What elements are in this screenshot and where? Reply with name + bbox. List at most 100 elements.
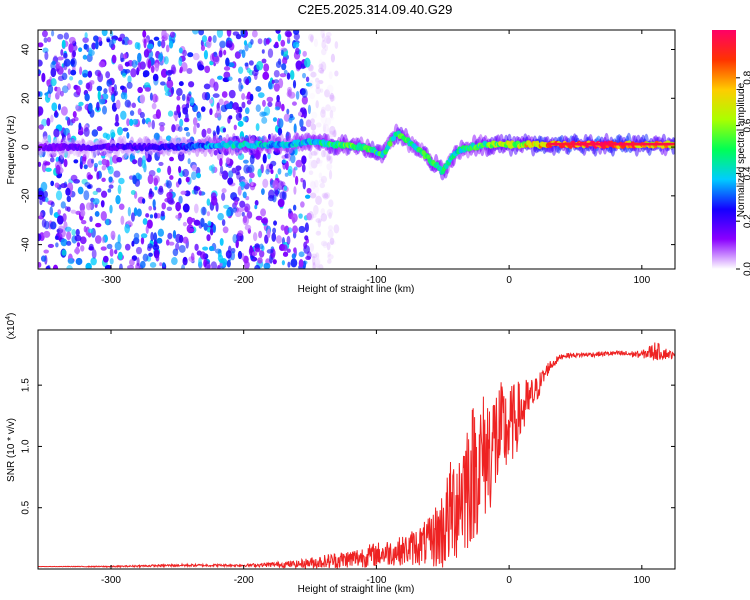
noise-blob xyxy=(113,84,118,93)
noise-blob xyxy=(132,175,137,185)
noise-blob xyxy=(219,165,224,175)
noise-blob xyxy=(293,186,297,195)
noise-blob xyxy=(324,192,331,199)
noise-blob xyxy=(169,156,174,162)
noise-blob xyxy=(186,216,193,225)
colorbar-tick-label: 0.6 xyxy=(743,118,750,132)
noise-blob xyxy=(321,192,329,199)
noise-blob xyxy=(295,47,300,55)
noise-blob xyxy=(329,116,335,121)
noise-blob xyxy=(256,60,264,71)
noise-blob xyxy=(78,79,83,86)
noise-blob xyxy=(107,188,112,193)
noise-blob xyxy=(215,108,222,118)
noise-blob xyxy=(148,193,153,200)
noise-blob xyxy=(61,249,67,256)
noise-blob xyxy=(281,190,287,201)
noise-blob xyxy=(166,79,174,89)
noise-blob xyxy=(201,128,207,138)
noise-blob xyxy=(82,73,88,78)
noise-blob xyxy=(44,51,49,61)
noise-blob xyxy=(187,52,194,58)
noise-blob xyxy=(50,180,55,187)
noise-blob xyxy=(127,206,131,217)
noise-blob xyxy=(136,208,142,217)
noise-blob xyxy=(242,215,248,224)
noise-blob xyxy=(66,206,71,212)
noise-blob xyxy=(95,222,102,228)
noise-blob xyxy=(51,30,55,37)
noise-blob xyxy=(292,225,298,234)
noise-blob xyxy=(133,207,138,217)
noise-blob xyxy=(72,111,77,118)
noise-blob xyxy=(118,65,124,72)
noise-blob xyxy=(153,212,158,219)
noise-blob xyxy=(262,153,267,164)
noise-blob xyxy=(261,116,268,124)
noise-blob xyxy=(54,235,59,240)
noise-blob xyxy=(78,47,83,52)
noise-blob xyxy=(282,251,289,257)
noise-blob xyxy=(313,38,318,48)
noise-blob xyxy=(154,186,158,191)
noise-blob xyxy=(285,160,289,171)
noise-blob xyxy=(44,161,51,166)
noise-blob xyxy=(69,76,74,81)
noise-blob xyxy=(330,94,336,102)
noise-blob xyxy=(177,126,183,132)
x-tick-label: -200 xyxy=(234,275,254,286)
noise-blob xyxy=(244,224,252,231)
noise-blob xyxy=(314,257,321,267)
noise-blob xyxy=(304,194,311,199)
noise-blob xyxy=(63,158,68,168)
noise-blob xyxy=(178,165,182,174)
noise-blob xyxy=(85,262,92,269)
noise-blob xyxy=(286,36,291,44)
noise-blob xyxy=(249,172,255,179)
noise-blob xyxy=(127,75,132,84)
noise-blob xyxy=(83,225,87,233)
noise-blob xyxy=(50,78,57,87)
spectrogram-body xyxy=(38,30,675,269)
noise-blob xyxy=(83,43,88,50)
y-tick-label: -20 xyxy=(21,188,32,203)
noise-blob xyxy=(292,204,297,211)
noise-blob xyxy=(141,198,146,204)
noise-blob xyxy=(88,243,94,251)
noise-blob xyxy=(251,251,258,257)
noise-blob xyxy=(328,130,334,138)
noise-blob xyxy=(254,204,258,210)
noise-blob xyxy=(319,182,326,189)
noise-blob xyxy=(323,122,327,128)
colorbar-tick-label: 0.8 xyxy=(743,70,750,84)
noise-blob xyxy=(162,262,166,268)
noise-blob xyxy=(70,174,78,182)
noise-blob xyxy=(198,190,202,196)
noise-blob xyxy=(329,240,337,246)
noise-blob xyxy=(38,262,42,268)
noise-blob xyxy=(153,232,158,242)
noise-blob xyxy=(223,49,227,56)
noise-blob xyxy=(262,178,269,188)
noise-blob xyxy=(109,204,113,214)
noise-blob xyxy=(232,31,240,36)
noise-blob xyxy=(192,52,200,61)
noise-blob xyxy=(276,180,284,191)
noise-blob xyxy=(326,208,333,217)
noise-blob xyxy=(208,245,215,252)
noise-blob xyxy=(206,234,211,242)
noise-blob xyxy=(309,79,314,89)
noise-blob xyxy=(106,166,112,171)
noise-blob xyxy=(227,62,235,68)
noise-blob xyxy=(318,67,325,74)
x-tick-label: -100 xyxy=(366,275,386,286)
noise-blob xyxy=(232,196,240,202)
noise-blob xyxy=(273,69,280,78)
noise-blob xyxy=(272,259,277,265)
noise-blob xyxy=(271,79,275,84)
noise-blob xyxy=(262,71,270,80)
noise-blob xyxy=(164,91,172,97)
noise-blob xyxy=(232,102,239,111)
